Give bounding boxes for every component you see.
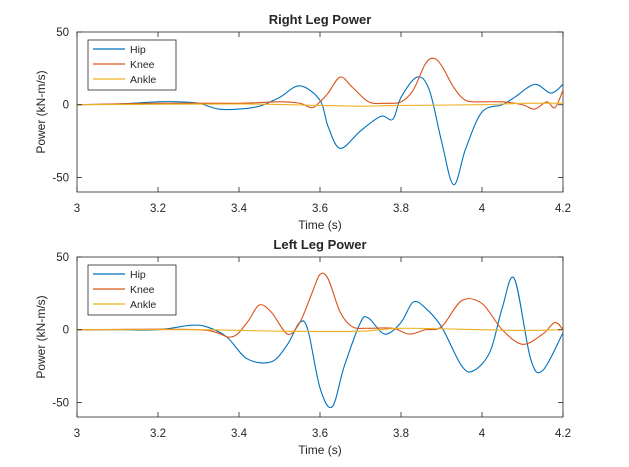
series-line-hip xyxy=(77,76,563,186)
y-tick-label: -50 xyxy=(52,172,69,184)
x-tick-label: 4 xyxy=(479,428,486,440)
x-tick-label: 3.4 xyxy=(231,203,248,215)
x-tick-label: 4.2 xyxy=(555,428,571,440)
legend-label-knee: Knee xyxy=(130,284,155,296)
x-tick-label: 3 xyxy=(74,428,80,440)
legend-box xyxy=(87,264,177,316)
legend-label-hip: Hip xyxy=(130,269,146,281)
legend: Hip Knee Ankle xyxy=(87,264,177,316)
x-axis-label: Time (s) xyxy=(298,218,342,232)
right-leg-power-chart: 3 3.2 3.4 3.6 3.8 4 4.2 50 0 -50 Right Leg Power Ti… xyxy=(34,12,571,232)
chart-title: Left Leg Power xyxy=(273,237,366,252)
y-tick-label: -50 xyxy=(52,397,69,409)
series-line-ankle xyxy=(77,102,563,107)
y-axis-label: Power (kN-m/s) xyxy=(34,295,48,378)
y-axis-label: Power (kN-m/s) xyxy=(34,70,48,153)
y-tick-label: 50 xyxy=(56,252,69,264)
y-tick-label: 0 xyxy=(63,325,69,337)
x-tick-label: 3.8 xyxy=(393,203,409,215)
chart-title: Right Leg Power xyxy=(269,12,372,27)
legend-box xyxy=(87,39,177,91)
y-tick-label: 0 xyxy=(63,100,69,112)
legend: Hip Knee Ankle xyxy=(87,39,177,91)
legend-label-ankle: Ankle xyxy=(130,299,156,311)
x-tick-label: 4.2 xyxy=(555,203,571,215)
legend-label-knee: Knee xyxy=(130,59,155,71)
legend-label-ankle: Ankle xyxy=(130,74,156,86)
left-leg-power-chart: 3 3.2 3.4 3.6 3.8 4 4.2 50 0 -50 Left Leg Power Tim… xyxy=(34,237,571,457)
x-tick-label: 3.4 xyxy=(231,428,248,440)
series-lines xyxy=(77,272,563,409)
x-tick-label: 3.8 xyxy=(393,428,409,440)
x-tick-label: 3.6 xyxy=(312,428,328,440)
x-tick-label: 3.2 xyxy=(150,428,166,440)
x-tick-label: 3 xyxy=(74,203,80,215)
series-line-ankle xyxy=(77,327,563,333)
x-tick-label: 3.6 xyxy=(312,203,328,215)
legend-label-hip: Hip xyxy=(130,44,146,56)
x-tick-label: 3.2 xyxy=(150,203,166,215)
y-tick-label: 50 xyxy=(56,27,69,39)
series-lines xyxy=(77,57,563,186)
x-tick-label: 4 xyxy=(479,203,486,215)
x-axis-label: Time (s) xyxy=(298,443,342,457)
series-line-knee xyxy=(77,57,563,110)
